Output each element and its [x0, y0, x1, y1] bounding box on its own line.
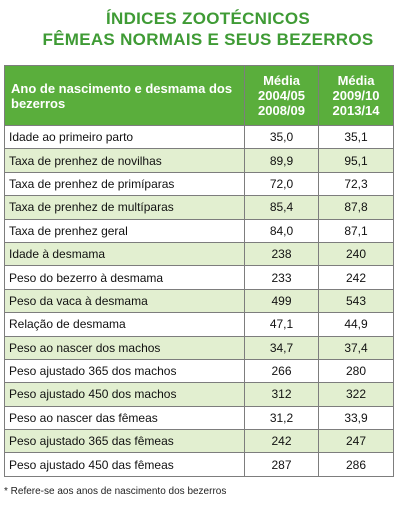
table-row: Taxa de prenhez de novilhas 89,9 95,1: [4, 148, 394, 173]
table-row: Peso ajustado 450 das fêmeas 287 286: [4, 452, 394, 477]
row-value-period-2: 242: [318, 265, 394, 290]
row-value-period-2: 37,4: [318, 335, 394, 360]
header-col-2-line-1: Média: [337, 73, 375, 88]
row-value-period-1: 499: [244, 288, 319, 314]
row-value-period-2: 72,3: [318, 171, 394, 197]
row-value-period-2: 33,9: [318, 405, 394, 431]
row-value-period-2: 247: [318, 429, 394, 454]
title-line-2: FÊMEAS NORMAIS E SEUS BEZERROS: [42, 30, 374, 49]
title-line-1: ÍNDICES ZOOTÉCNICOS: [105, 9, 311, 28]
header-col-1-line-2: 2004/05: [258, 88, 305, 103]
row-value-period-1: 35,0: [244, 124, 319, 150]
row-value-period-2: 286: [318, 452, 394, 477]
table-row: Peso ajustado 450 dos machos 312 322: [4, 382, 394, 407]
row-label: Peso ajustado 365 das fêmeas: [4, 429, 245, 454]
row-value-period-1: 85,4: [244, 195, 319, 220]
row-value-period-2: 44,9: [318, 312, 394, 337]
table-row: Peso ao nascer dos machos 34,7 37,4: [4, 335, 394, 360]
row-value-period-1: 34,7: [244, 335, 319, 360]
row-value-period-2: 240: [318, 241, 394, 267]
header-col-2-line-3: 2013/14: [332, 103, 380, 118]
row-value-period-1: 89,9: [244, 148, 319, 173]
table-row: Taxa de prenhez de primíparas 72,0 72,3: [4, 171, 394, 197]
row-label: Peso ao nascer dos machos: [4, 335, 245, 360]
footnote: * Refere-se aos anos de nascimento dos b…: [4, 486, 227, 497]
row-label: Peso ajustado 450 das fêmeas: [4, 452, 245, 477]
header-col-2-line-2: 2009/10: [332, 88, 380, 103]
row-value-period-2: 87,8: [318, 195, 394, 220]
row-value-period-2: 280: [318, 358, 394, 384]
row-label: Taxa de prenhez de primíparas: [4, 171, 245, 197]
row-label: Peso da vaca à desmama: [4, 288, 245, 314]
header-col-1-line-3: 2008/09: [258, 103, 305, 118]
table-row: Taxa de prenhez geral 84,0 87,1: [4, 218, 394, 243]
row-label: Peso ao nascer das fêmeas: [4, 405, 245, 431]
table-header-row: Ano de nascimento e desmama dos bezerros…: [4, 65, 394, 126]
table-row: Peso do bezerro à desmama 233 242: [4, 265, 394, 290]
row-label: Peso ajustado 450 dos machos: [4, 382, 245, 407]
header-col-1-line-1: Média: [263, 73, 300, 88]
table-row: Idade à desmama 238 240: [4, 241, 394, 267]
row-label: Peso ajustado 365 dos machos: [4, 358, 245, 384]
row-label: Taxa de prenhez de novilhas: [4, 148, 245, 173]
row-label: Idade à desmama: [4, 241, 245, 267]
indices-table: Ano de nascimento e desmama dos bezerros…: [4, 65, 394, 477]
row-value-period-1: 242: [244, 429, 319, 454]
row-value-period-1: 233: [244, 265, 319, 290]
row-label: Relação de desmama: [4, 312, 245, 337]
row-value-period-2: 35,1: [318, 124, 394, 150]
row-value-period-1: 287: [244, 452, 319, 477]
row-label: Peso do bezerro à desmama: [4, 265, 245, 290]
header-col-1: Média 2004/05 2008/09: [244, 65, 319, 126]
row-label: Taxa de prenhez geral: [4, 218, 245, 243]
row-value-period-1: 312: [244, 382, 319, 407]
table-row: Peso ajustado 365 dos machos 266 280: [4, 358, 394, 384]
row-value-period-1: 47,1: [244, 312, 319, 337]
row-value-period-2: 543: [318, 288, 394, 314]
table-row: Idade ao primeiro parto 35,0 35,1: [4, 124, 394, 150]
row-value-period-2: 322: [318, 382, 394, 407]
header-label: Ano de nascimento e desmama dos bezerros: [4, 65, 245, 126]
row-value-period-1: 238: [244, 241, 319, 267]
row-value-period-1: 72,0: [244, 171, 319, 197]
table-row: Peso ao nascer das fêmeas 31,2 33,9: [4, 405, 394, 431]
table-row: Peso da vaca à desmama 499 543: [4, 288, 394, 314]
row-value-period-1: 266: [244, 358, 319, 384]
header-col-2: Média 2009/10 2013/14: [318, 65, 394, 126]
table-row: Peso ajustado 365 das fêmeas 242 247: [4, 429, 394, 454]
row-value-period-1: 84,0: [244, 218, 319, 243]
row-value-period-2: 95,1: [318, 148, 394, 173]
row-value-period-2: 87,1: [318, 218, 394, 243]
row-value-period-1: 31,2: [244, 405, 319, 431]
row-label: Taxa de prenhez de multíparas: [4, 195, 245, 220]
table-row: Taxa de prenhez de multíparas 85,4 87,8: [4, 195, 394, 220]
table-row: Relação de desmama 47,1 44,9: [4, 312, 394, 337]
row-label: Idade ao primeiro parto: [4, 124, 245, 150]
